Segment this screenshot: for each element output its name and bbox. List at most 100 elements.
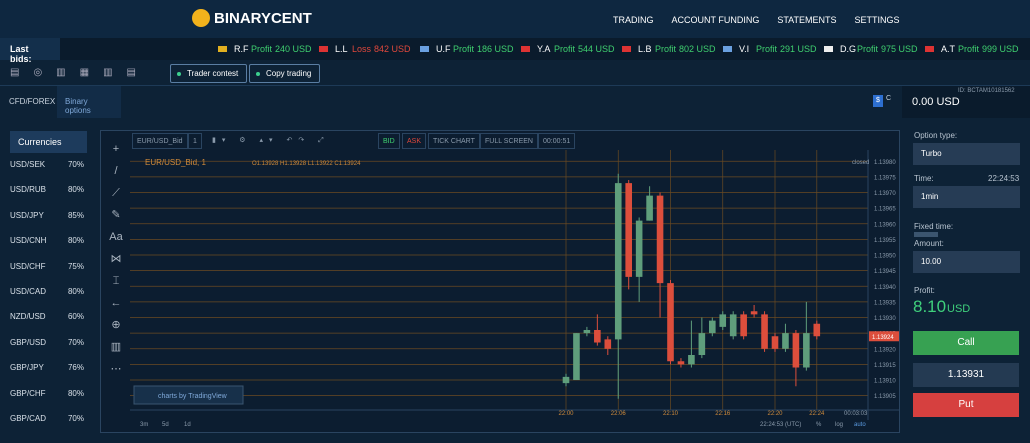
nav-item[interactable]: TRADING <box>613 15 654 25</box>
price: 1.13931 <box>913 363 1019 387</box>
y-tick-label: 1.13920 <box>874 347 896 353</box>
divider <box>0 85 1030 86</box>
nav: TRADING ACCOUNT FUNDING STATEMENTS SETTINGS <box>613 15 918 25</box>
time-value: 22:24:53 <box>988 174 1020 183</box>
logo[interactable]: BINARYCENT <box>214 10 312 27</box>
asset-payout: 76% <box>67 363 84 373</box>
y-tick-label: 1.13960 <box>874 222 896 228</box>
asset-name: USD/RUB <box>10 185 47 195</box>
bid-name: U.F <box>436 44 451 54</box>
asset-row[interactable]: USD/SEK 70% <box>10 160 90 185</box>
tab-active[interactable]: Binary options <box>57 86 121 118</box>
bid-amount: 186 USD <box>477 44 514 54</box>
profit: 8.10 <box>913 297 947 316</box>
candle-body <box>688 355 695 365</box>
asset-row[interactable]: NZD/USD 60% <box>10 312 90 337</box>
bid-amount: 999 USD <box>982 44 1019 54</box>
asset-row[interactable]: USD/CAD 80% <box>10 287 90 312</box>
candle-body <box>740 314 747 337</box>
y-tick-label: 1.13980 <box>874 160 896 166</box>
drawing-tools[interactable]: + / ⟋ ✎ Aa ⋈ ⌶ ← ⊕ ▥ ⋯ <box>109 143 123 375</box>
bid-outcome: Profit <box>857 44 879 54</box>
y-tick-label: 1.13905 <box>874 394 896 400</box>
range-button: 3m <box>140 422 148 428</box>
currency-button[interactable]: $ <box>873 95 883 107</box>
profit-unit: USD <box>947 303 971 315</box>
asset-row[interactable]: USD/CHF 75% <box>10 262 90 287</box>
option-type[interactable]: Turbo <box>913 143 1020 165</box>
bid-outcome: Profit <box>251 44 273 54</box>
asset-row[interactable]: GBP/CHF 80% <box>10 389 90 414</box>
nav-item[interactable]: ACCOUNT FUNDING <box>671 15 760 25</box>
tab[interactable]: CFD/FOREX <box>9 97 56 106</box>
toolbar-item[interactable]: 1 <box>188 133 202 149</box>
flag <box>925 46 934 52</box>
button[interactable]: Copy trading <box>249 64 321 83</box>
flag <box>218 46 227 52</box>
bid-outcome: Loss <box>352 44 372 54</box>
y-tick-label: 1.13915 <box>874 363 896 369</box>
duration[interactable]: 1min <box>913 186 1020 208</box>
price-tag-label: 1.13924 <box>872 335 894 341</box>
asset-payout: 75% <box>67 261 84 271</box>
asset-name: USD/CAD <box>10 287 47 296</box>
candle-body <box>667 283 674 362</box>
toolbar-item[interactable]: 00:00:51 <box>538 133 576 149</box>
scale-button: log <box>835 422 843 428</box>
toolbar-item[interactable]: EUR/USD_Bid <box>132 133 188 149</box>
asset-row[interactable]: USD/RUB 80% <box>10 185 90 210</box>
candle-body <box>594 330 601 343</box>
x-tick-label: 22:20 <box>767 411 783 417</box>
flag <box>420 46 429 52</box>
currency-button[interactable]: C <box>886 95 892 102</box>
scale-button: % <box>816 422 822 428</box>
tool-icons[interactable]: ▤◎▥▦▥▤ <box>10 67 150 78</box>
asset-row[interactable]: GBP/USD 70% <box>10 338 90 363</box>
toolbar-item[interactable]: ASK <box>402 133 427 149</box>
toolbar-item[interactable]: FULL SCREEN <box>480 133 538 149</box>
toolbar-icons[interactable]: ▮▾ ⚙ ▴▾ ↶↷ ⤢ <box>212 137 330 144</box>
flag <box>622 46 631 52</box>
toolbar-item[interactable]: BID <box>378 133 400 149</box>
label: Amount: <box>914 239 944 248</box>
y-tick-label: 1.13970 <box>874 191 896 197</box>
amount[interactable]: 10.00 <box>913 251 1020 273</box>
candle-body <box>719 314 727 327</box>
candle-body <box>562 376 570 384</box>
toolbar-item[interactable]: TICK CHART <box>428 133 480 149</box>
call-button[interactable]: Call <box>913 331 1019 355</box>
candle-body <box>583 330 591 334</box>
asset-payout: 80% <box>67 236 84 246</box>
button[interactable]: Trader contest <box>170 64 248 83</box>
asset-row[interactable]: USD/JPY 85% <box>10 211 90 236</box>
y-tick-label: 1.13950 <box>874 254 896 260</box>
account-box <box>902 86 1030 118</box>
logo-icon <box>192 9 210 27</box>
asset-row[interactable]: GBP/JPY 76% <box>10 363 90 388</box>
asset-dropdown[interactable]: Currencies <box>10 131 87 153</box>
asset-row[interactable]: USD/CNH 80% <box>10 236 90 261</box>
asset-name: NZD/USD <box>10 312 46 322</box>
bid-amount: 240 USD <box>275 44 312 54</box>
asset-payout: 80% <box>67 388 84 398</box>
asset-payout: 70% <box>67 160 84 169</box>
bid-outcome: Profit <box>453 44 475 54</box>
y-tick-label: 1.13910 <box>874 379 896 385</box>
candle-body <box>604 339 612 349</box>
nav-item[interactable]: SETTINGS <box>854 15 900 25</box>
asset-name: GBP/CHF <box>10 388 46 398</box>
clock: 22:24:53 (UTC) <box>760 422 801 428</box>
bid-amount: 291 USD <box>780 44 817 54</box>
asset-name: USD/JPY <box>10 210 44 220</box>
account-id: ID: BCTAM10181562 <box>958 88 1015 94</box>
chart: 1.13980 1.13975 1.13970 1.13965 1.13960 1.139… <box>130 150 900 428</box>
asset-row[interactable]: GBP/CAD 70% <box>10 414 90 439</box>
put-button[interactable]: Put <box>913 393 1019 417</box>
candle-body <box>698 333 706 355</box>
toggle[interactable] <box>914 232 938 237</box>
balance: 0.00 USD <box>912 96 960 108</box>
nav-item[interactable]: STATEMENTS <box>777 15 837 25</box>
asset-payout: 70% <box>67 414 84 423</box>
bid-amount: 842 USD <box>374 44 411 54</box>
bid-name: R.F <box>234 44 249 54</box>
